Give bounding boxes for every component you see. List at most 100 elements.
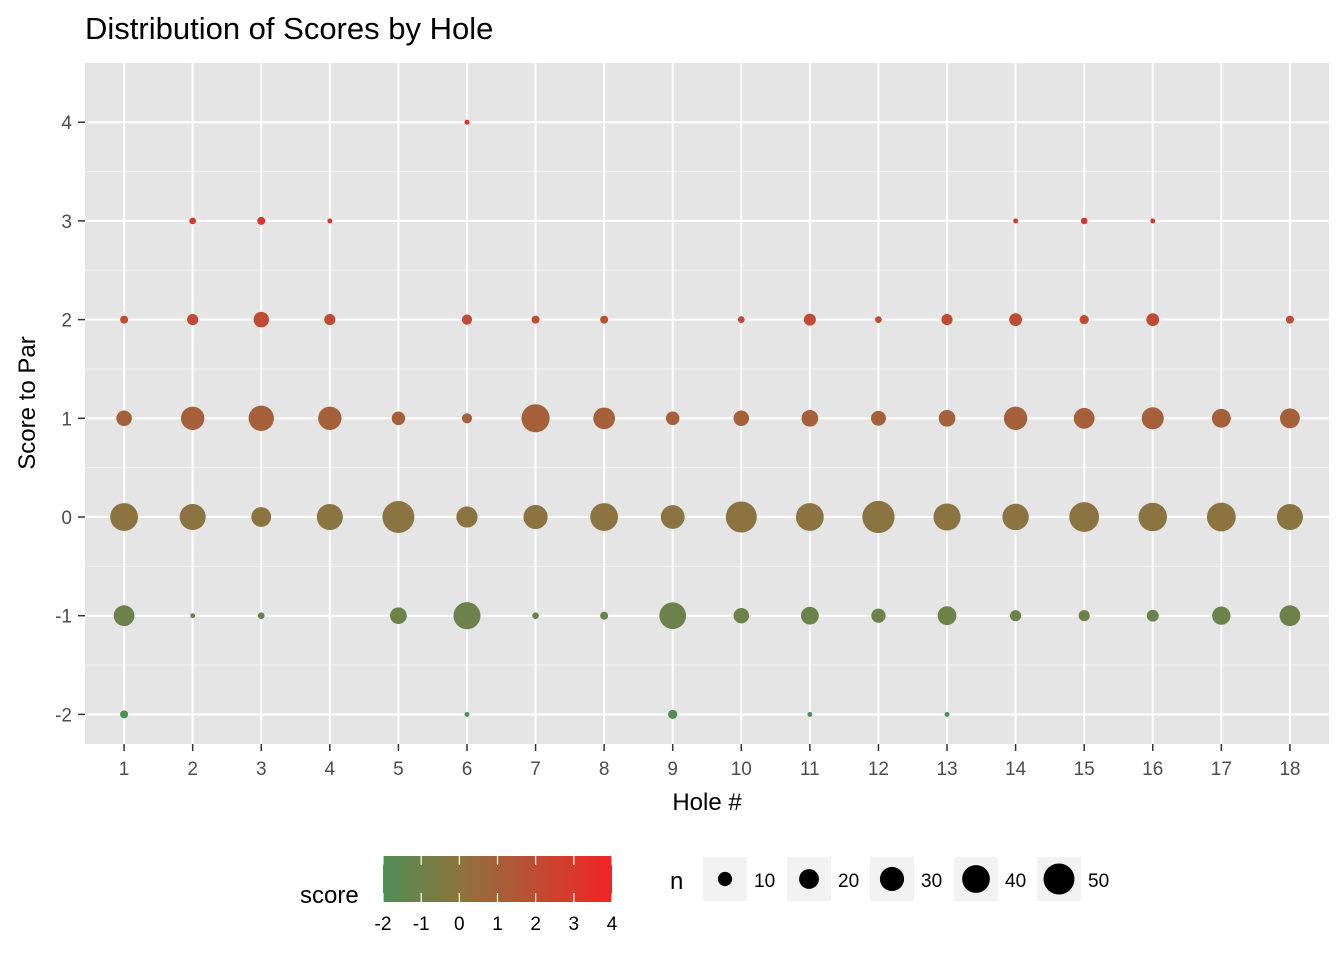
score-point [318, 406, 342, 430]
score-point [1206, 502, 1236, 532]
score-point [179, 503, 206, 531]
score-point [875, 316, 882, 323]
x-tick-label: 3 [256, 759, 267, 780]
score-point [461, 314, 473, 325]
score-point [248, 405, 274, 431]
color-legend: score -2 -1 0 1 2 3 4 [300, 856, 618, 935]
score-point [120, 710, 129, 719]
score-point [464, 119, 470, 125]
x-tick-label: 2 [187, 759, 198, 780]
size-legend-label: 10 [754, 871, 775, 892]
score-point [120, 315, 129, 324]
x-tick-label: 14 [1005, 759, 1027, 780]
score-point [600, 315, 609, 324]
score-point [1146, 313, 1160, 326]
size-key-dot [962, 865, 990, 893]
score-point [1079, 315, 1089, 325]
score-point [110, 503, 138, 531]
x-tick-label: 13 [936, 759, 957, 780]
score-point [382, 501, 415, 533]
y-tick-label: -2 [55, 705, 72, 726]
score-point [1003, 406, 1028, 430]
score-point [737, 316, 745, 323]
y-axis-title: Score to Par [14, 336, 41, 469]
chart-title: Distribution of Scores by Hole [85, 11, 493, 46]
score-point [862, 500, 895, 534]
score-point [803, 313, 816, 326]
score-point [801, 409, 819, 427]
score-point [523, 504, 548, 530]
score-point [1212, 606, 1231, 625]
x-tick-label: 6 [462, 759, 473, 780]
score-point [600, 611, 609, 620]
major-gridlines [85, 63, 1329, 744]
score-point [1211, 408, 1231, 428]
score-point [251, 507, 272, 527]
score-point [1009, 313, 1022, 326]
y-tick-label: 0 [61, 508, 72, 529]
color-legend-label: 1 [492, 914, 503, 935]
score-point [327, 218, 333, 224]
score-point [1069, 502, 1100, 532]
size-legend: n 10 20 30 40 50 [670, 857, 1109, 901]
x-tick-label: 8 [599, 759, 610, 780]
score-point [795, 503, 824, 531]
score-point [938, 409, 956, 427]
score-point [113, 605, 135, 627]
score-point [257, 216, 266, 225]
color-legend-label: -1 [413, 914, 430, 935]
score-point [668, 709, 678, 719]
score-point [521, 404, 550, 433]
score-point [1276, 503, 1303, 531]
size-legend-label: 40 [1005, 871, 1026, 892]
score-point [590, 503, 619, 531]
size-legend-label: 50 [1088, 871, 1109, 892]
score-point [933, 503, 961, 531]
color-legend-label: -2 [375, 914, 392, 935]
score-point [1013, 218, 1019, 224]
x-tick-label: 1 [119, 759, 130, 780]
score-point [1073, 407, 1095, 429]
x-axis: 1 2 3 4 5 6 7 8 9 10 11 12 13 14 15 16 17 18 [119, 744, 1300, 780]
score-point [1080, 217, 1088, 225]
y-tick-label: -1 [55, 607, 72, 628]
score-point [800, 606, 819, 625]
score-point [187, 314, 199, 326]
score-point [1141, 407, 1164, 430]
score-point [456, 506, 478, 528]
score-point [453, 602, 481, 630]
x-tick-label: 4 [325, 759, 336, 780]
score-point [941, 314, 953, 326]
color-legend-label: 4 [607, 914, 618, 935]
score-point [593, 407, 615, 430]
score-point [937, 606, 957, 626]
x-axis-title: Hole # [672, 789, 742, 816]
score-point [116, 410, 132, 427]
size-key-dot [879, 866, 905, 892]
x-tick-label: 16 [1142, 759, 1163, 780]
data-points [110, 119, 1303, 719]
score-point [733, 607, 750, 624]
y-axis: -2 -1 0 1 2 3 4 [55, 113, 85, 726]
score-point [1138, 502, 1167, 532]
x-tick-label: 15 [1074, 759, 1095, 780]
color-legend-label: 0 [454, 914, 465, 935]
x-tick-label: 12 [868, 759, 889, 780]
score-point [1279, 408, 1300, 429]
size-key-dot [717, 871, 733, 887]
color-legend-label: 2 [530, 914, 541, 935]
x-tick-label: 18 [1279, 759, 1300, 780]
score-point [1279, 605, 1301, 627]
score-point [944, 711, 950, 717]
size-key-dot [799, 869, 819, 889]
size-legend-label: 20 [838, 871, 859, 892]
score-point [253, 311, 269, 328]
score-point [532, 612, 539, 620]
score-point [659, 602, 687, 630]
score-point [725, 501, 757, 533]
x-tick-label: 17 [1211, 759, 1232, 780]
size-legend-keys: 10 20 30 40 50 [703, 857, 1109, 901]
y-tick-label: 3 [61, 212, 72, 233]
score-point [180, 406, 205, 430]
